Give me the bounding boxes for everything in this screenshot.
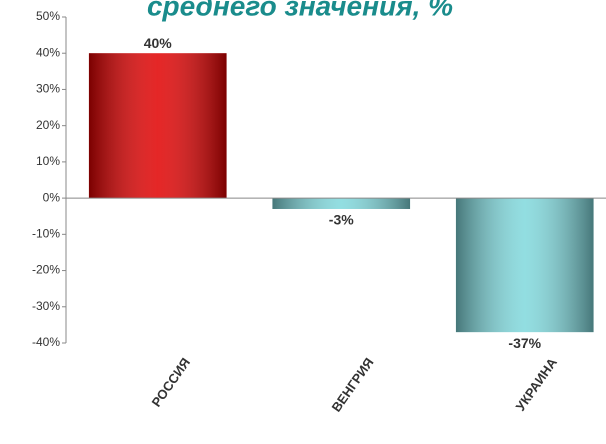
bar-shade (88, 53, 227, 199)
x-tick-label: УКРАИНА (513, 355, 561, 414)
y-tick-label: 20% (36, 118, 60, 132)
y-tick-label: 30% (36, 82, 60, 96)
value-label: -3% (329, 212, 354, 228)
bar-shade (272, 198, 411, 209)
bar-shade (455, 198, 594, 333)
y-tick-label: 0% (43, 190, 61, 204)
y-tick-label: 40% (36, 45, 60, 59)
x-tick-label: РОССИЯ (149, 355, 193, 410)
y-tick-label: -10% (32, 227, 60, 241)
y-tick-label: 10% (36, 154, 60, 168)
value-label: -37% (508, 335, 541, 351)
value-label: 40% (144, 35, 173, 51)
y-tick-label: 50% (36, 9, 60, 23)
y-tick-label: -40% (32, 335, 60, 349)
y-tick-label: -20% (32, 263, 60, 277)
y-tick-label: -30% (32, 299, 60, 313)
chart-title: среднего значения, % (147, 0, 453, 21)
x-tick-label: ВЕНГРИЯ (329, 355, 377, 415)
